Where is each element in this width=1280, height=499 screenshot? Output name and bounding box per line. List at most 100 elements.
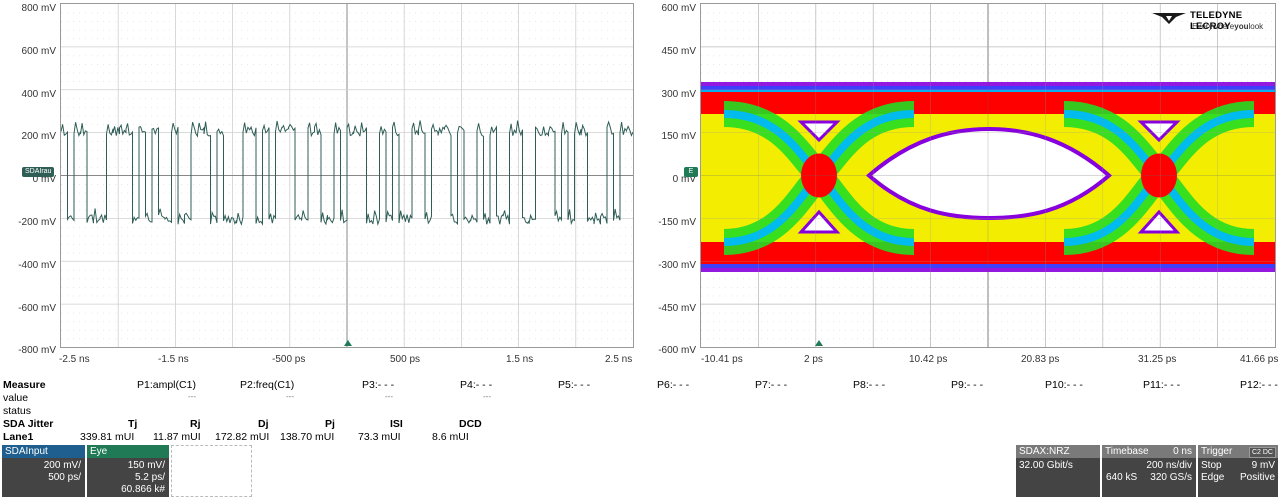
trigger-type: Edge bbox=[1201, 472, 1225, 483]
jitter-value-dj: 172.82 mUI bbox=[215, 431, 270, 443]
sdax-title: SDAX:NRZ bbox=[1016, 445, 1100, 458]
timebase-tdiv: 200 ns/div bbox=[1146, 460, 1192, 471]
param-p3[interactable]: P3:- - - bbox=[362, 379, 395, 391]
jitter-title[interactable]: SDA Jitter bbox=[3, 418, 54, 430]
waveform-grid[interactable] bbox=[60, 3, 634, 348]
logo-icon bbox=[1152, 13, 1186, 24]
logo-tagline: Everywhereyoulook bbox=[1192, 22, 1264, 31]
param-p1[interactable]: P1:ampl(C1) bbox=[137, 379, 196, 391]
param-p5[interactable]: P5:- - - bbox=[558, 379, 591, 391]
jitter-value-tj: 339.81 mUI bbox=[80, 431, 135, 443]
param-p11[interactable]: P11:- - - bbox=[1143, 379, 1181, 391]
p2-value: --- bbox=[286, 392, 294, 401]
x-tick-label: 1.5 ns bbox=[506, 354, 534, 365]
empty-descriptor-slot[interactable] bbox=[171, 445, 252, 497]
p3-value: --- bbox=[385, 392, 393, 401]
param-p12[interactable]: P12:- - - bbox=[1240, 379, 1278, 391]
eye-count: 60.866 k# bbox=[121, 484, 165, 495]
param-p4[interactable]: P4:- - - bbox=[460, 379, 493, 391]
x-tick-label: 500 ps bbox=[390, 354, 421, 365]
y-tick-label: 300 mV bbox=[661, 88, 696, 100]
sdainput-title: SDAInput bbox=[2, 445, 85, 458]
x-tick-label: 41.66 ps bbox=[1240, 354, 1279, 365]
eye-trigger-marker bbox=[815, 340, 823, 346]
channel-marker-sda[interactable]: SDAIrau bbox=[22, 167, 55, 177]
y-tick-label: 200 mV bbox=[21, 131, 56, 143]
y-tick-label: 0 mV bbox=[32, 174, 56, 186]
jitter-header-tj: Tj bbox=[128, 418, 138, 430]
jitter-value-isi: 73.3 mUI bbox=[358, 431, 401, 443]
param-p7[interactable]: P7:- - - bbox=[755, 379, 788, 391]
y-tick-label: 450 mV bbox=[661, 45, 696, 57]
y-tick-label: -600 mV bbox=[658, 345, 696, 357]
eye-grid[interactable] bbox=[700, 3, 1276, 348]
timebase-title: Timebase bbox=[1105, 446, 1149, 457]
channel-marker-eye[interactable]: E bbox=[684, 167, 698, 177]
measure-header-row: Measure P1:ampl(C1) P2:freq(C1) P3:- - - P4… bbox=[0, 379, 1280, 392]
timebase-descriptor[interactable]: Timebase 0 ns 200 ns/div 640 kS 320 GS/s bbox=[1102, 445, 1196, 497]
jitter-header-row: SDA Jitter Tj Rj Dj Pj ISI DCD bbox=[0, 418, 1280, 431]
x-tick-label: 31.25 ps bbox=[1138, 354, 1177, 365]
status-label: status bbox=[3, 405, 32, 417]
y-tick-label: 0 mV bbox=[672, 174, 696, 186]
x-tick-label: 20.83 ps bbox=[1021, 354, 1060, 365]
jitter-header-dj: Dj bbox=[258, 418, 269, 430]
jitter-value-row: Lane1 339.81 mUI 11.87 mUI 172.82 mUI 138.7… bbox=[0, 431, 1280, 444]
y-tick-label: -150 mV bbox=[658, 217, 696, 228]
trigger-slope: Positive bbox=[1239, 472, 1275, 483]
y-tick-label: -200 mV bbox=[18, 217, 56, 228]
lane-label: Lane1 bbox=[3, 431, 34, 443]
eye-tdiv: 5.2 ps/ bbox=[134, 472, 165, 483]
sdax-descriptor[interactable]: SDAX:NRZ 32.00 Gbit/s bbox=[1016, 445, 1100, 497]
logo-text: TELEDYNE LECROY bbox=[1190, 10, 1243, 32]
param-p2[interactable]: P2:freq(C1) bbox=[240, 379, 295, 391]
jitter-value-pj: 138.70 mUI bbox=[280, 431, 335, 443]
x-tick-label: 2.5 ns bbox=[605, 354, 633, 365]
waveform-trace bbox=[61, 120, 633, 227]
y-tick-label: -450 mV bbox=[658, 302, 696, 314]
jitter-header-pj: Pj bbox=[325, 418, 335, 430]
sdainput-descriptor[interactable]: SDAInput 200 mV/ 500 ps/ bbox=[2, 445, 85, 497]
measure-status-row: status bbox=[0, 405, 1280, 418]
trigger-level: 9 mV bbox=[1251, 460, 1275, 471]
sdax-rate: 32.00 Gbit/s bbox=[1019, 460, 1073, 471]
sdainput-tdiv: 500 ps/ bbox=[48, 472, 81, 483]
y-tick-label: 600 mV bbox=[661, 3, 696, 14]
jitter-header-isi: ISI bbox=[390, 418, 403, 430]
y-tick-label: -300 mV bbox=[658, 259, 696, 271]
y-tick-label: 600 mV bbox=[21, 45, 56, 57]
param-p9[interactable]: P9:- - - bbox=[951, 379, 984, 391]
param-p6[interactable]: P6:- - - bbox=[657, 379, 690, 391]
x-tick-label: 10.42 ps bbox=[909, 354, 948, 365]
x-tick-label: 2 ps bbox=[804, 354, 823, 365]
x-tick-label: -10.41 ps bbox=[701, 354, 743, 365]
param-p8[interactable]: P8:- - - bbox=[853, 379, 886, 391]
eye-title: Eye bbox=[87, 445, 169, 458]
y-tick-label: 400 mV bbox=[21, 88, 56, 100]
timebase-delay: 0 ns bbox=[1173, 446, 1192, 457]
trigger-mode: Stop bbox=[1201, 460, 1222, 471]
trigger-title: Trigger bbox=[1201, 446, 1233, 457]
eye-diagram-svg bbox=[701, 4, 1275, 347]
jitter-value-dcd: 8.6 mUI bbox=[432, 431, 469, 443]
y-tick-label: 150 mV bbox=[661, 131, 696, 143]
x-tick-label: -1.5 ns bbox=[158, 354, 189, 365]
jitter-header-rj: Rj bbox=[190, 418, 201, 430]
x-tick-label: -500 ps bbox=[272, 354, 306, 365]
eye-vdiv: 150 mV/ bbox=[127, 460, 165, 471]
measure-label[interactable]: Measure bbox=[3, 379, 46, 391]
waveform-svg bbox=[61, 4, 633, 347]
param-p10[interactable]: P10:- - - bbox=[1045, 379, 1083, 391]
value-label: value bbox=[3, 392, 29, 404]
p4-value: --- bbox=[483, 392, 491, 401]
y-tick-label: 800 mV bbox=[21, 3, 56, 14]
trigger-pos-marker bbox=[344, 340, 352, 346]
eye-descriptor[interactable]: Eye 150 mV/ 5.2 ps/ 60.866 k# bbox=[87, 445, 169, 497]
timebase-samplerate: 320 GS/s bbox=[1150, 472, 1192, 483]
p1-value: --- bbox=[188, 392, 196, 401]
y-tick-label: -400 mV bbox=[18, 259, 56, 271]
trigger-source-badge: C2 DC bbox=[1248, 447, 1276, 458]
teledyne-lecroy-logo: TELEDYNE LECROY Everywhereyoulook bbox=[1152, 10, 1276, 34]
trigger-descriptor[interactable]: Trigger C2 DC Stop 9 mV Edge Positive bbox=[1198, 445, 1278, 497]
y-tick-label: -600 mV bbox=[18, 302, 56, 314]
